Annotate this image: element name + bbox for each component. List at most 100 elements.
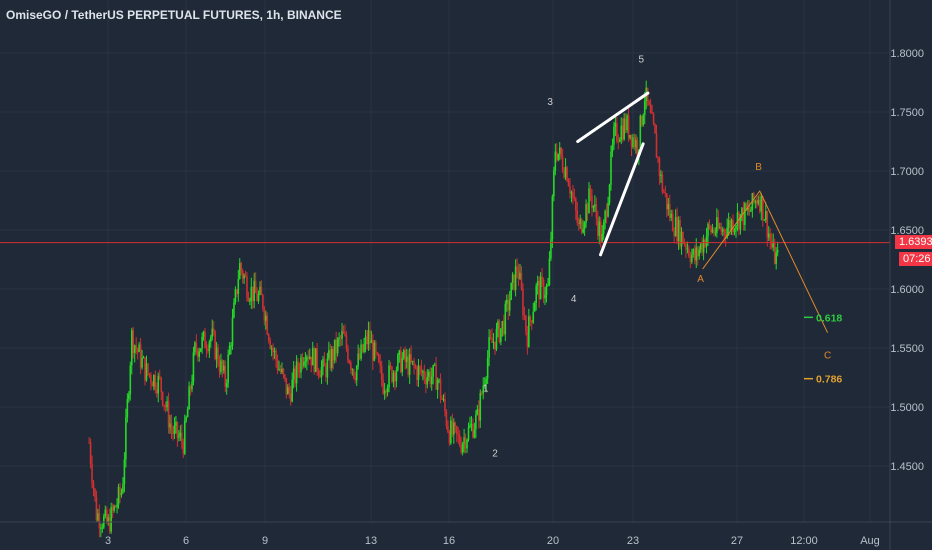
candle-body <box>522 288 524 316</box>
candle-body <box>557 153 560 160</box>
candle-body <box>273 350 276 353</box>
candle-body <box>661 174 664 192</box>
candle-body <box>107 517 110 523</box>
candle-body <box>444 398 446 412</box>
candle-body <box>97 513 99 521</box>
candle-body <box>308 356 311 359</box>
candle-body <box>589 188 592 196</box>
candle-body <box>351 369 354 371</box>
candle-body <box>671 213 674 232</box>
candle-body <box>401 358 404 373</box>
candle-body <box>104 509 107 517</box>
candle-body <box>655 133 658 158</box>
candle-body <box>262 295 264 309</box>
candle-body <box>561 156 564 171</box>
candle-body <box>123 459 126 485</box>
candle-body <box>472 423 474 438</box>
candle-body <box>756 200 758 204</box>
candle-body <box>196 349 199 357</box>
candle-body <box>425 378 427 385</box>
y-tick-label: 1.6000 <box>890 284 924 296</box>
candle-body <box>776 249 779 253</box>
candle-body <box>532 311 535 323</box>
candle-body <box>221 360 224 371</box>
candle-body <box>350 362 352 370</box>
candle-body <box>272 348 274 353</box>
candle-body <box>633 137 636 148</box>
candle-body <box>92 482 95 489</box>
candle-body <box>192 352 195 382</box>
candle-body <box>364 336 367 345</box>
candle-body <box>585 204 587 223</box>
candle-body <box>276 360 279 370</box>
candle-body <box>122 484 124 493</box>
candle-body <box>707 223 709 237</box>
candle-body <box>260 286 263 296</box>
candle-body <box>469 425 471 428</box>
candle-body <box>179 432 182 437</box>
candle-body <box>125 417 127 460</box>
candle-body <box>566 167 568 182</box>
candle-body <box>105 509 108 523</box>
candle-body <box>663 191 665 193</box>
candle-body <box>98 513 101 529</box>
candle-body <box>251 286 254 302</box>
candle-body <box>693 249 696 261</box>
candle-body <box>624 118 627 131</box>
candle-body <box>161 391 164 405</box>
candle-body <box>385 390 387 393</box>
candle-body <box>601 233 604 242</box>
candle-body <box>297 361 299 371</box>
candle-body <box>278 368 280 370</box>
candle-body <box>427 371 430 377</box>
candle-body <box>438 379 440 381</box>
candle-body <box>448 432 451 444</box>
wave-label: B <box>755 162 762 173</box>
candle-body <box>391 366 393 382</box>
candle-body <box>172 430 174 434</box>
candle-body <box>144 357 146 381</box>
candle-body <box>519 272 521 280</box>
candle-body <box>668 203 671 218</box>
candle-body <box>429 371 432 384</box>
candle-body <box>210 336 212 342</box>
candle-body <box>442 398 445 400</box>
candle-body <box>153 375 155 387</box>
candle-body <box>191 381 193 390</box>
candle-body <box>237 279 240 295</box>
candle-body <box>526 331 529 348</box>
candle-body <box>317 370 320 375</box>
candle-body <box>380 365 383 381</box>
candle-body <box>382 380 384 394</box>
candle-body <box>300 357 302 373</box>
candle-body <box>695 247 698 261</box>
y-tick-label: 1.8000 <box>890 48 924 60</box>
candle-body <box>236 289 238 295</box>
candle-body <box>376 352 379 355</box>
candle-body <box>220 360 222 372</box>
candle-body <box>215 347 218 360</box>
candle-body <box>363 344 365 352</box>
candle-body <box>517 271 520 280</box>
candle-body <box>129 365 132 395</box>
candle-body <box>231 317 234 346</box>
candle-body <box>422 371 424 373</box>
candle-body <box>741 207 743 215</box>
candle-body <box>466 440 468 449</box>
candle-body <box>580 219 583 233</box>
candle-body <box>367 330 370 345</box>
last-price-tag: 1.6393 <box>895 234 932 249</box>
candle-body <box>150 374 152 383</box>
candle-body <box>157 375 160 394</box>
candle-body <box>528 316 530 348</box>
candle-body <box>95 497 98 521</box>
candle-body <box>188 386 190 410</box>
candle-body <box>285 377 288 395</box>
candle-body <box>478 409 480 421</box>
candle-body <box>234 289 237 303</box>
candle-body <box>164 405 167 408</box>
candle-body <box>564 167 567 178</box>
candle-body <box>432 365 434 377</box>
